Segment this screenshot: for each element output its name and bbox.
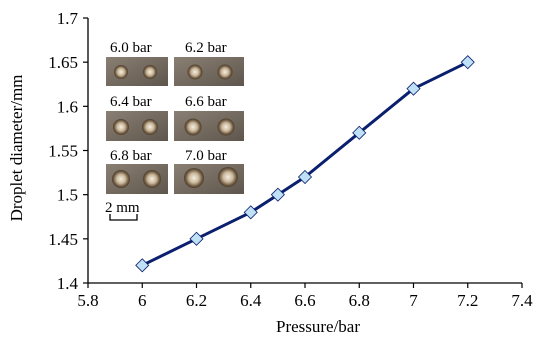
x-axis-title: Pressure/bar bbox=[276, 317, 360, 336]
y-tick-label: 1.65 bbox=[48, 53, 78, 72]
x-tick-label: 6.6 bbox=[294, 291, 315, 310]
series-line bbox=[141, 60, 469, 267]
x-tick-label: 6 bbox=[138, 291, 147, 310]
data-point bbox=[135, 258, 150, 273]
inset-label-6-8: 6.8 bar bbox=[110, 148, 152, 164]
droplet-photo-inset: 6.0 bar 6.2 bar 6.4 bar 6.6 bar 6.8 bar … bbox=[105, 40, 244, 221]
droplet-photo-7-0 bbox=[174, 164, 244, 194]
inset-label-7-0: 7.0 bar bbox=[185, 148, 227, 164]
y-tick-label: 1.7 bbox=[57, 9, 79, 28]
droplet-photo-6-6 bbox=[174, 111, 244, 141]
y-tick-label: 1.5 bbox=[57, 186, 78, 205]
x-tick-label: 7.4 bbox=[511, 291, 533, 310]
y-tick-label: 1.6 bbox=[57, 97, 78, 116]
inset-label-6-0: 6.0 bar bbox=[110, 40, 152, 56]
y-axis-title: Droplet diameter/mm bbox=[7, 75, 26, 222]
x-axis-ticks: 5.8 6 6.2 6.4 6.6 6.8 7 7.2 7.4 bbox=[77, 283, 533, 310]
x-tick-label: 5.8 bbox=[77, 291, 98, 310]
y-tick-label: 1.4 bbox=[57, 274, 79, 293]
y-tick-label: 1.55 bbox=[48, 142, 78, 161]
data-point bbox=[406, 81, 421, 96]
data-point bbox=[460, 55, 475, 70]
droplet-photo-6-8 bbox=[106, 164, 168, 194]
data-point bbox=[352, 125, 367, 140]
droplet-photo-6-4 bbox=[106, 111, 168, 141]
series-layer bbox=[135, 55, 475, 273]
data-point bbox=[243, 205, 258, 220]
scale-bar bbox=[109, 214, 138, 221]
data-point bbox=[189, 231, 204, 246]
data-point bbox=[297, 169, 313, 185]
data-point bbox=[270, 187, 285, 202]
x-tick-label: 6.2 bbox=[186, 291, 207, 310]
x-tick-label: 7 bbox=[409, 291, 418, 310]
y-axis-ticks: 1.4 1.45 1.5 1.55 1.6 1.65 1.7 bbox=[48, 9, 88, 293]
x-tick-label: 6.4 bbox=[240, 291, 262, 310]
droplet-photo-6-0 bbox=[106, 57, 168, 86]
inset-label-6-6: 6.6 bar bbox=[185, 94, 227, 110]
x-tick-label: 6.8 bbox=[349, 291, 370, 310]
droplet-photo-6-2 bbox=[174, 57, 244, 86]
inset-label-6-4: 6.4 bar bbox=[110, 94, 152, 110]
y-tick-label: 1.45 bbox=[48, 230, 78, 249]
x-tick-label: 7.2 bbox=[457, 291, 478, 310]
inset-label-6-2: 6.2 bar bbox=[185, 40, 227, 56]
scale-bar-label: 2 mm bbox=[105, 200, 140, 216]
